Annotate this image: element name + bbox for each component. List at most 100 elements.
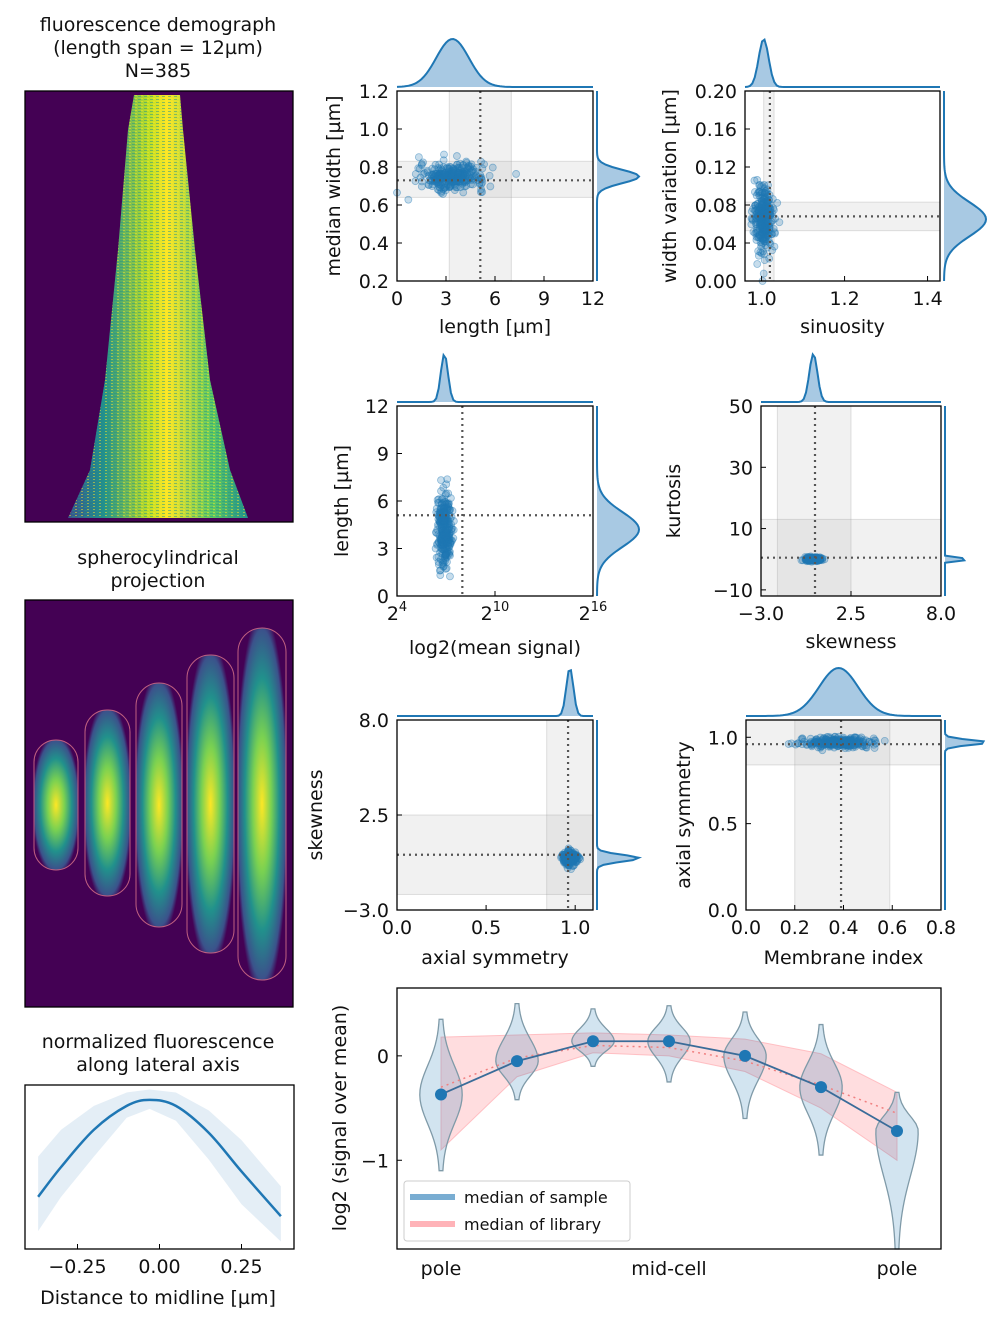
scatter-point [759,225,768,234]
scatter-point [758,220,766,229]
scatter-point [444,531,453,540]
scatter-point [762,217,771,226]
scatter-point [451,165,460,174]
scatter-point [460,167,469,176]
scatter-point [453,160,462,169]
scatter-point [754,247,763,255]
scatter-point [437,167,446,176]
scatter-point [437,519,446,528]
scatter-point [443,163,452,172]
scatter-point [434,171,443,180]
scatter-point [442,534,451,543]
axial-xtick-pole-right: pole [877,1258,918,1280]
projection-title-2: projection [111,570,206,592]
ytick-label: 3 [377,539,389,561]
scatter-point [771,229,779,238]
scatter-point [449,534,458,543]
scatter-point [761,225,769,234]
scatter-point [440,517,449,526]
scatter-point [428,182,437,190]
scatter-point [773,198,782,207]
scatter-panel-skewness_vs_kurtosis: −3.0 2.5 8.0 −10 10 30 50 skewness kurtosis [663,352,967,653]
sample-median-point [435,1088,447,1101]
ytick-label: 0 [377,586,389,608]
scatter-point [445,183,454,192]
scatter-point [439,498,448,507]
scatter-point [753,199,762,208]
axial-ytick-label: 0 [377,1046,389,1068]
scatter-point [763,229,771,238]
scatter-point [443,171,452,180]
scatter-point [757,224,766,233]
scatter-frame [396,405,594,597]
scatter-point [434,558,443,566]
projection-frame [24,599,294,1008]
scatter-point [756,234,765,242]
scatter-point [444,543,453,552]
scatter-point [453,174,462,183]
scatter-point [435,513,444,521]
scatter-point [444,502,453,511]
scatter-point [414,164,423,173]
scatter-point [447,171,455,180]
scatter-point [758,219,766,227]
scatter-point [436,517,444,526]
scatter-point [762,224,771,233]
scatter-point [441,544,450,553]
projection-cell-2 [84,709,131,897]
scatter-point [442,513,451,522]
scatter-point [446,506,455,514]
scatter-point [562,855,571,864]
scatter-point [461,168,470,177]
scatter-point [437,189,446,197]
scatter-point [761,226,770,235]
legend-label-library: median of library [464,1215,601,1234]
legend-label-sample: median of sample [464,1188,608,1207]
scatter-point [418,177,426,186]
projection-cell-3 [135,682,183,928]
scatter-point [757,204,765,213]
scatter-point [437,541,446,549]
scatter-point [437,536,446,545]
scatter-point [440,507,449,516]
lateral-xtick-label: 0.00 [138,1256,180,1278]
scatter-point [434,171,443,180]
scatter-point [438,171,447,180]
scatter-point [437,517,446,525]
scatter-point [769,206,778,214]
scatter-point [757,217,766,226]
scatter-ylabel: skewness [305,770,327,861]
scatter-point [756,181,764,189]
scatter-point [417,161,426,170]
scatter-point [754,233,763,242]
xtick-label: 0 [391,288,403,310]
scatter-point [446,180,455,189]
scatter-point [441,168,450,177]
scatter-point [452,167,461,176]
scatter-point [432,504,441,513]
scatter-point [439,544,448,553]
scatter-point [441,532,450,541]
scatter-point [444,536,453,545]
scatter-point [443,536,452,545]
ytick-label: 0.00 [695,271,737,293]
scatter-point [472,163,481,172]
scatter-point [806,734,815,743]
scatter-point [760,184,769,193]
scatter-point [758,234,767,243]
scatter-point [443,173,452,181]
scatter-point [438,531,446,540]
marginal-right-hist [944,91,986,281]
scatter-point [815,555,823,564]
scatter-point [808,555,817,564]
scatter-point [436,534,445,543]
scatter-point [440,183,449,192]
scatter-point [443,515,451,524]
scatter-point [436,520,445,529]
scatter-point [750,206,759,215]
scatter-point [428,180,437,189]
scatter-point [443,540,452,549]
scatter-xlabel: length [µm] [439,316,551,338]
scatter-point [758,217,767,226]
